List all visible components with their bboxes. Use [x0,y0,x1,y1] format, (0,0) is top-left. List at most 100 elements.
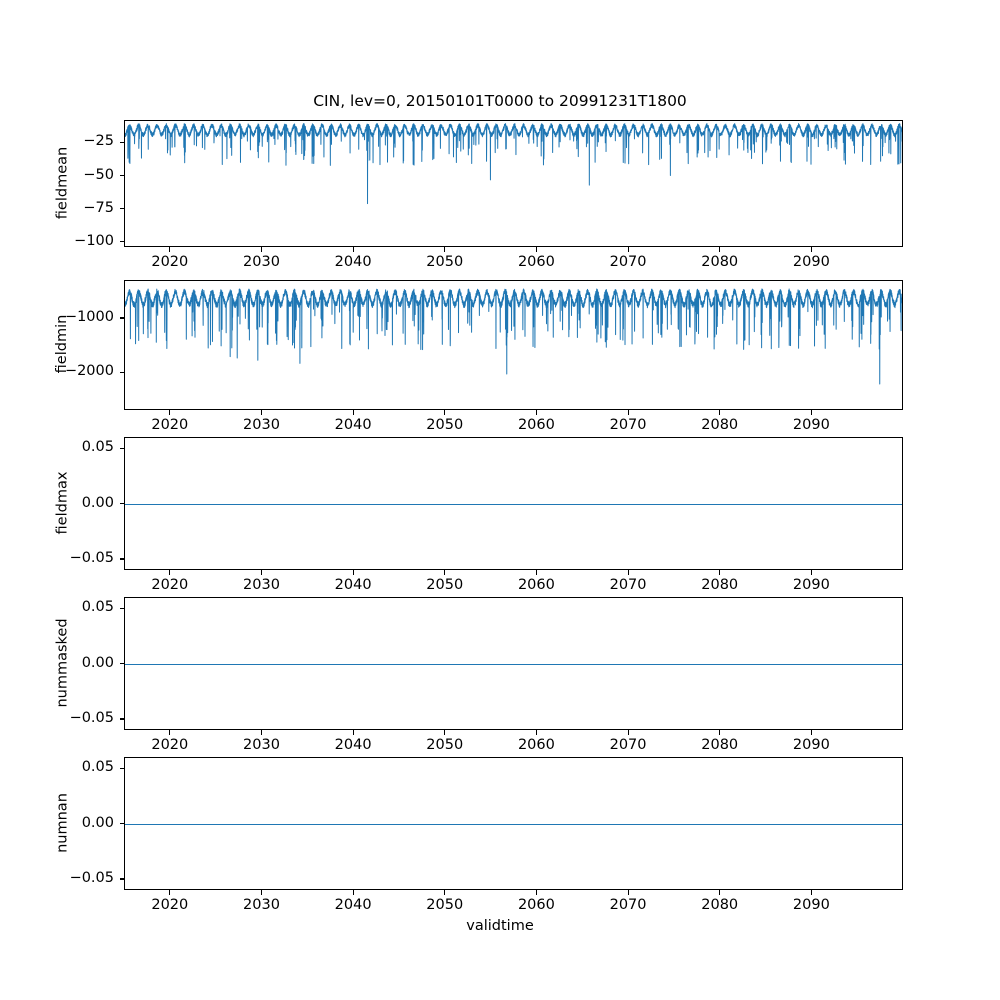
panel-fieldmax [124,437,903,570]
x-tick-label-0-1: 2030 [243,254,280,270]
panel-fieldmean [124,120,903,247]
y-tick-mark [119,767,124,769]
y-tick-mark [119,878,124,880]
x-tick-mark [719,570,721,575]
y-tick-mark [119,823,124,825]
x-tick-label-2-0: 2020 [151,577,189,593]
y-tick-mark [119,447,124,449]
x-tick-mark [810,890,812,895]
x-tick-label-1-7: 2090 [792,417,830,433]
data-line-nummasked [125,664,902,665]
x-tick-label-1-3: 2050 [426,417,464,433]
x-tick-mark [535,730,537,735]
axes-frame-fieldmean [124,120,903,247]
x-tick-mark [444,570,446,575]
x-tick-mark [444,247,446,252]
x-tick-mark [535,410,537,415]
y-tick-mark [119,241,124,243]
y-tick-label-numnan-2: −0.05 [69,869,114,886]
y-tick-label-fieldmean-3: −100 [74,232,114,249]
y-tick-mark [119,175,124,177]
x-tick-mark [719,410,721,415]
y-axis-label-fieldmean: fieldmean [54,146,70,219]
x-tick-label-4-3: 2050 [426,897,464,913]
x-tick-label-4-7: 2090 [792,897,830,913]
x-tick-mark [352,247,354,252]
x-tick-mark [444,410,446,415]
y-tick-mark [119,663,124,665]
x-tick-mark [169,890,171,895]
x-tick-mark [352,570,354,575]
x-tick-label-3-5: 2070 [609,737,647,753]
x-tick-label-3-4: 2060 [517,737,555,753]
y-axis-label-numnan: numnan [54,792,70,853]
panel-nummasked [124,597,903,730]
axes-frame-nummasked [124,597,903,730]
x-tick-mark [719,730,721,735]
x-tick-mark [260,247,263,252]
y-tick-mark [119,558,124,560]
x-tick-label-3-1: 2030 [243,737,280,753]
x-tick-mark [535,890,537,895]
x-tick-mark [260,570,263,575]
x-tick-mark [260,410,263,415]
y-tick-label-fieldmean-2: −75 [83,199,114,216]
y-tick-mark [119,371,124,373]
x-tick-mark [352,890,354,895]
data-line-fieldmin [125,288,902,385]
y-tick-label-numnan-0: 0.05 [81,759,114,776]
x-tick-label-1-4: 2060 [517,417,555,433]
x-tick-label-3-0: 2020 [151,737,189,753]
x-tick-mark [260,730,263,735]
x-tick-label-2-7: 2090 [792,577,830,593]
y-axis-label-nummasked: nummasked [54,617,70,708]
y-tick-label-nummasked-2: −0.05 [69,709,114,726]
y-tick-label-nummasked-0: 0.05 [81,599,114,616]
y-tick-mark [119,718,124,720]
y-tick-label-fieldmean-1: −50 [83,166,114,183]
x-tick-mark [260,890,263,895]
x-tick-label-4-5: 2070 [609,897,647,913]
x-tick-mark [535,247,537,252]
x-tick-label-0-5: 2070 [609,254,647,270]
panel-numnan [124,757,903,890]
x-tick-label-2-4: 2060 [517,577,555,593]
y-tick-label-fieldmean-0: −25 [83,133,114,150]
x-tick-mark [810,730,812,735]
y-axis-label-fieldmax: fieldmax [54,471,70,534]
axes-frame-numnan [124,757,903,890]
x-tick-mark [627,410,629,415]
x-tick-mark [444,730,446,735]
x-tick-mark [627,890,629,895]
x-tick-mark [352,410,354,415]
x-tick-mark [810,570,812,575]
x-tick-mark [169,410,171,415]
x-tick-label-4-0: 2020 [151,897,189,913]
x-tick-mark [535,570,537,575]
y-tick-mark [119,607,124,609]
x-tick-mark [169,570,171,575]
x-tick-label-1-0: 2020 [151,417,189,433]
x-tick-mark [627,570,629,575]
x-axis-label: validtime [466,918,534,934]
x-tick-label-0-2: 2040 [334,254,372,270]
y-tick-mark [119,317,124,319]
x-tick-label-1-1: 2030 [243,417,280,433]
x-tick-label-4-6: 2080 [701,897,739,913]
x-tick-label-0-3: 2050 [426,254,464,270]
y-tick-mark [119,208,124,210]
x-tick-label-2-1: 2030 [243,577,280,593]
y-tick-label-fieldmin-1: −2000 [64,363,114,380]
y-tick-label-nummasked-1: 0.00 [81,654,114,671]
x-tick-label-1-6: 2080 [701,417,739,433]
x-tick-label-3-2: 2040 [334,737,372,753]
x-tick-label-1-2: 2040 [334,417,372,433]
y-tick-label-fieldmax-0: 0.05 [81,439,114,456]
x-tick-label-4-4: 2060 [517,897,555,913]
y-tick-label-fieldmax-2: −0.05 [69,549,114,566]
panel-fieldmin [124,280,903,410]
x-tick-mark [810,410,812,415]
x-tick-label-0-7: 2090 [792,254,830,270]
x-tick-mark [169,247,171,252]
